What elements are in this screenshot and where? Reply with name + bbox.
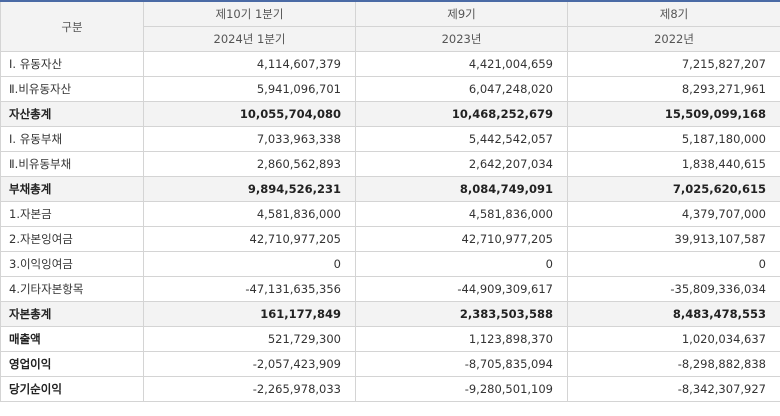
table-row: 자산총계 10,055,704,080 10,468,252,679 15,509,0… bbox=[0, 101, 780, 127]
row-value: 0 bbox=[143, 251, 356, 277]
row-value: 42,710,977,205 bbox=[143, 226, 356, 252]
row-value: 2,383,503,588 bbox=[355, 301, 568, 327]
row-value: 9,894,526,231 bbox=[143, 176, 356, 202]
row-label: 부채총계 bbox=[0, 176, 144, 202]
table-row: 당기순이익 -2,265,978,033 -9,280,501,109 -8,342,… bbox=[0, 376, 780, 402]
header-row-periods: 구분 제10기 1분기 제9기 제8기 bbox=[0, 0, 780, 52]
header-period-2: 제9기 bbox=[355, 0, 568, 27]
table-row: Ⅰ. 유동부채 7,033,963,338 5,442,542,057 5,187,1… bbox=[0, 126, 780, 152]
row-value: 0 bbox=[567, 251, 780, 277]
row-value: 39,913,107,587 bbox=[567, 226, 780, 252]
header-period-1: 제10기 1분기 bbox=[143, 0, 356, 27]
row-value: -44,909,309,617 bbox=[355, 276, 568, 302]
row-label: 당기순이익 bbox=[0, 376, 144, 402]
financial-summary-table: 구분 제10기 1분기 제9기 제8기 2024년 1분기 2023년 2022… bbox=[0, 0, 780, 402]
header-period-3: 제8기 bbox=[567, 0, 780, 27]
row-value: 4,581,836,000 bbox=[355, 201, 568, 227]
row-label: 자산총계 bbox=[0, 101, 144, 127]
row-label: Ⅰ. 유동자산 bbox=[0, 51, 144, 77]
row-value: -47,131,635,356 bbox=[143, 276, 356, 302]
header-row-years: 2024년 1분기 2023년 2022년 bbox=[1, 26, 780, 52]
header-category: 구분 bbox=[0, 0, 144, 52]
header-year-2: 2023년 bbox=[355, 26, 568, 52]
row-value: 5,187,180,000 bbox=[567, 126, 780, 152]
row-value: 10,055,704,080 bbox=[143, 101, 356, 127]
row-value: 8,293,271,961 bbox=[567, 76, 780, 102]
table-row: 1.자본금 4,581,836,000 4,581,836,000 4,379,707… bbox=[0, 201, 780, 227]
row-value: 7,215,827,207 bbox=[567, 51, 780, 77]
row-value: 7,033,963,338 bbox=[143, 126, 356, 152]
row-label: Ⅱ.비유동부채 bbox=[0, 151, 144, 177]
row-label: 1.자본금 bbox=[0, 201, 144, 227]
row-value: 2,642,207,034 bbox=[355, 151, 568, 177]
table-header: 구분 제10기 1분기 제9기 제8기 2024년 1분기 2023년 2022… bbox=[0, 0, 780, 52]
row-value: 1,123,898,370 bbox=[355, 326, 568, 352]
row-value: -9,280,501,109 bbox=[355, 376, 568, 402]
row-value: -8,298,882,838 bbox=[567, 351, 780, 377]
table-row: 3.이익잉여금 0 0 0 bbox=[0, 251, 780, 277]
row-value: 4,421,004,659 bbox=[355, 51, 568, 77]
row-value: 6,047,248,020 bbox=[355, 76, 568, 102]
table-row: 4.기타자본항목 -47,131,635,356 -44,909,309,617 -3… bbox=[0, 276, 780, 302]
table-row: Ⅱ.비유동자산 5,941,096,701 6,047,248,020 8,293,2… bbox=[0, 76, 780, 102]
header-year-3: 2022년 bbox=[567, 26, 780, 52]
row-label: Ⅰ. 유동부채 bbox=[0, 126, 144, 152]
table-body: Ⅰ. 유동자산 4,114,607,379 4,421,004,659 7,215,8… bbox=[0, 51, 780, 402]
row-value: 2,860,562,893 bbox=[143, 151, 356, 177]
row-value: 8,483,478,553 bbox=[567, 301, 780, 327]
row-value: 161,177,849 bbox=[143, 301, 356, 327]
row-value: 4,379,707,000 bbox=[567, 201, 780, 227]
table-row: 2.자본잉여금 42,710,977,205 42,710,977,205 39,91… bbox=[0, 226, 780, 252]
row-label: 2.자본잉여금 bbox=[0, 226, 144, 252]
table-row: Ⅰ. 유동자산 4,114,607,379 4,421,004,659 7,215,8… bbox=[0, 51, 780, 77]
row-label: 영업이익 bbox=[0, 351, 144, 377]
row-value: -2,057,423,909 bbox=[143, 351, 356, 377]
row-value: 1,020,034,637 bbox=[567, 326, 780, 352]
table-row: 부채총계 9,894,526,231 8,084,749,091 7,025,620,… bbox=[0, 176, 780, 202]
table-row: Ⅱ.비유동부채 2,860,562,893 2,642,207,034 1,838,4… bbox=[0, 151, 780, 177]
row-value: -8,705,835,094 bbox=[355, 351, 568, 377]
row-value: -8,342,307,927 bbox=[567, 376, 780, 402]
row-label: 4.기타자본항목 bbox=[0, 276, 144, 302]
table-row: 자본총계 161,177,849 2,383,503,588 8,483,478,55… bbox=[0, 301, 780, 327]
row-value: 0 bbox=[355, 251, 568, 277]
row-value: -2,265,978,033 bbox=[143, 376, 356, 402]
row-label: 자본총계 bbox=[0, 301, 144, 327]
table-row: 영업이익 -2,057,423,909 -8,705,835,094 -8,298,8… bbox=[0, 351, 780, 377]
row-value: 5,941,096,701 bbox=[143, 76, 356, 102]
row-value: 4,581,836,000 bbox=[143, 201, 356, 227]
row-value: 5,442,542,057 bbox=[355, 126, 568, 152]
header-year-1: 2024년 1분기 bbox=[143, 26, 356, 52]
row-value: -35,809,336,034 bbox=[567, 276, 780, 302]
row-value: 10,468,252,679 bbox=[355, 101, 568, 127]
table-row: 매출액 521,729,300 1,123,898,370 1,020,034,637 bbox=[0, 326, 780, 352]
row-value: 4,114,607,379 bbox=[143, 51, 356, 77]
row-value: 15,509,099,168 bbox=[567, 101, 780, 127]
row-value: 521,729,300 bbox=[143, 326, 356, 352]
row-value: 7,025,620,615 bbox=[567, 176, 780, 202]
row-value: 42,710,977,205 bbox=[355, 226, 568, 252]
row-value: 1,838,440,615 bbox=[567, 151, 780, 177]
row-label: Ⅱ.비유동자산 bbox=[0, 76, 144, 102]
row-label: 3.이익잉여금 bbox=[0, 251, 144, 277]
row-label: 매출액 bbox=[0, 326, 144, 352]
row-value: 8,084,749,091 bbox=[355, 176, 568, 202]
